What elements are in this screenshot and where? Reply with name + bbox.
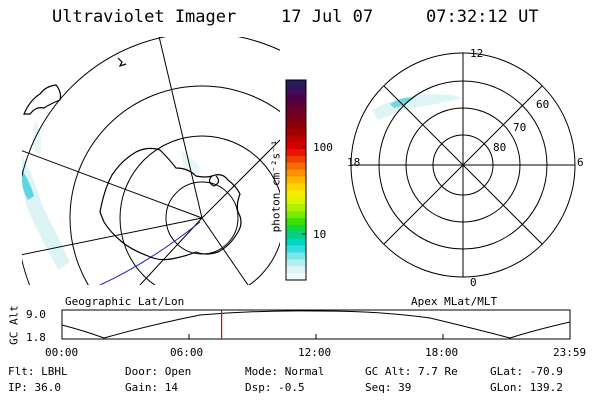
colorbar-stripe [286,252,306,260]
mlat-label-70: 70 [513,121,527,134]
altitude-plot [61,309,571,340]
colorbar-stripe [286,245,306,254]
colorbar-stripe [286,93,306,102]
altitude-axis-label: GC Alt [7,305,21,345]
door-status: Door: Open [125,365,192,378]
colorbar-stripe [286,128,306,136]
colorbar-stripe [286,259,306,267]
x-tick-0000: 00:00 [45,346,79,359]
satellite-track [99,221,201,285]
mlt-label-6: 6 [577,156,584,169]
mlat-mlt-plot [350,52,576,278]
x-tick-2359: 23:59 [553,346,587,359]
colorbar-stripe [286,107,306,116]
colorbar-stripe [286,211,306,219]
colorbar-stripe [286,142,306,150]
colorbar-stripe [286,155,306,164]
instrument-title: Ultraviolet Imager [52,7,237,27]
time-label: 07:32:12 UT [426,7,539,27]
date-label: 17 Jul 07 [281,7,374,27]
colorbar-stripe [286,162,306,171]
filter-status: Flt: LBHL [8,365,68,378]
mlat-label-60: 60 [536,98,550,111]
gain-status: Gain: 14 [125,381,178,394]
mlat-label-80: 80 [493,141,507,154]
apex-panel-label: Apex MLat/MLT [411,295,498,308]
colorbar-stripe [286,238,306,247]
glat-status: GLat: -70.9 [490,365,563,378]
x-tick-0600: 06:00 [170,346,204,359]
mlt-label-0: 0 [470,276,477,289]
colorbar-stripe [286,273,306,281]
altitude-min-label: 1.8 [26,331,46,344]
colorbar-stripe [286,80,306,88]
colorbar-stripe [286,217,306,226]
colorbar-unit-label: photon cm⁻²s⁻¹ [269,139,283,233]
colorbar-stripe [286,176,306,185]
auroral-emission-left [22,120,202,270]
colorbar-stripe [286,86,306,95]
colorbar-stripe [286,204,306,212]
colorbar-tick-10: 10 [313,228,327,241]
gc-alt-status: GC Alt: 7.7 Re [365,365,458,378]
geographic-map [22,37,280,285]
ip-status: IP: 36.0 [8,381,61,394]
colorbar-stripe [286,224,306,233]
geographic-panel-label: Geographic Lat/Lon [65,295,185,308]
colorbar-stripe [286,231,306,240]
colorbar-stripe [286,135,306,143]
glon-status: GLon: 139.2 [490,381,563,394]
altitude-max-label: 9.0 [26,308,46,321]
colorbar-tick-100: 100 [313,141,333,154]
colorbar-stripe [286,183,306,191]
dsp-status: Dsp: -0.5 [245,381,305,394]
colorbar-stripe [286,197,306,205]
colorbar-stripe [286,266,306,274]
colorbar-stripe [286,114,306,122]
x-tick-1800: 18:00 [425,346,459,359]
colorbar [285,79,307,281]
seq-status: Seq: 39 [365,381,412,394]
coastlines [23,57,242,261]
colorbar-stripe [286,121,306,129]
mode-status: Mode: Normal [245,365,325,378]
auroral-emission-right [372,94,462,120]
mlt-label-18: 18 [347,156,361,169]
meridian-lines [22,37,280,285]
mlt-label-12: 12 [470,47,484,60]
mlt-lines [351,53,575,277]
colorbar-stripe [286,100,306,109]
colorbar-stripe [286,148,306,157]
colorbar-stripe [286,169,306,178]
colorbar-stripe [286,190,306,198]
x-tick-1200: 12:00 [298,346,332,359]
